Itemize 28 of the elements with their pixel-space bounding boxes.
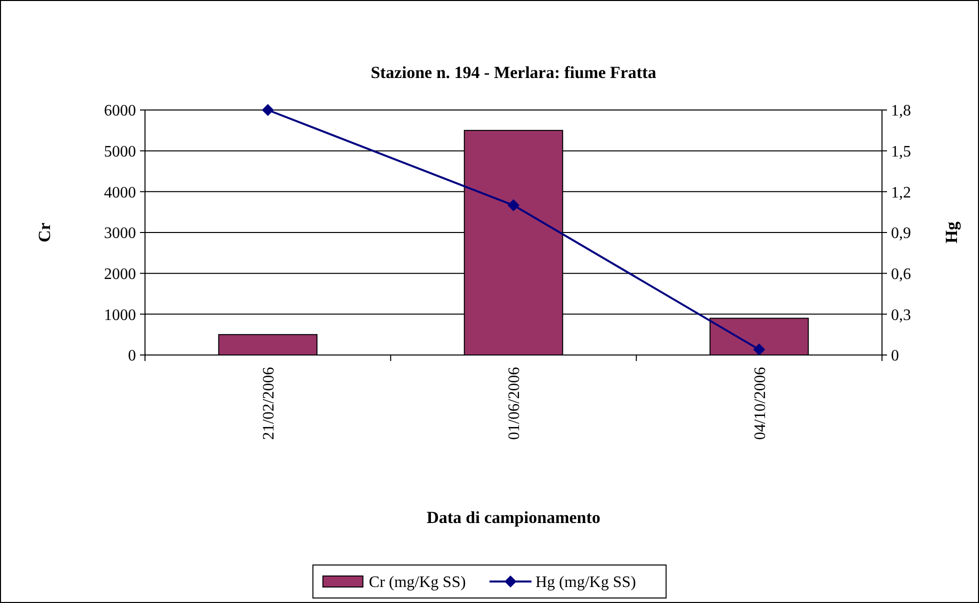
x-tick-label: 04/10/2006 xyxy=(752,367,769,440)
legend-label: Hg (mg/Kg SS) xyxy=(536,574,636,592)
point xyxy=(753,344,766,356)
y-tick-label: 2000 xyxy=(104,266,136,283)
y-axis-title: Cr xyxy=(35,222,54,242)
x-tick-label: 01/06/2006 xyxy=(506,367,524,440)
bar xyxy=(710,318,809,356)
y-tick-label: 4000 xyxy=(104,184,136,202)
y-tick-label: 3000 xyxy=(104,225,136,242)
y-tick-label: 6000 xyxy=(104,102,136,120)
y2-tick-label: 0,9 xyxy=(891,225,911,242)
legend-label: Cr (mg/Kg SS) xyxy=(368,574,466,592)
x-tick-label: 21/02/2006 xyxy=(260,367,278,440)
y-tick-label: 0 xyxy=(128,348,136,365)
y-tick-label: 5000 xyxy=(104,143,136,160)
bar xyxy=(218,334,318,356)
point xyxy=(262,104,274,116)
chart-title: Stazione n. 194 - Merlara: fiume Fratta xyxy=(370,63,657,82)
y2-tick-label: 0,6 xyxy=(891,266,911,283)
y2-tick-label: 0,3 xyxy=(891,306,911,324)
y-tick-label: 1000 xyxy=(104,306,136,324)
x-axis-title: Data di campionamento xyxy=(426,508,600,527)
point xyxy=(508,199,520,212)
y2-tick-label: 0 xyxy=(891,348,899,365)
y2-tick-label: 1,5 xyxy=(891,143,911,160)
y2-axis-title: Hg xyxy=(942,221,961,244)
y2-tick-label: 1,8 xyxy=(891,102,911,120)
y2-tick-label: 1,2 xyxy=(891,184,911,202)
